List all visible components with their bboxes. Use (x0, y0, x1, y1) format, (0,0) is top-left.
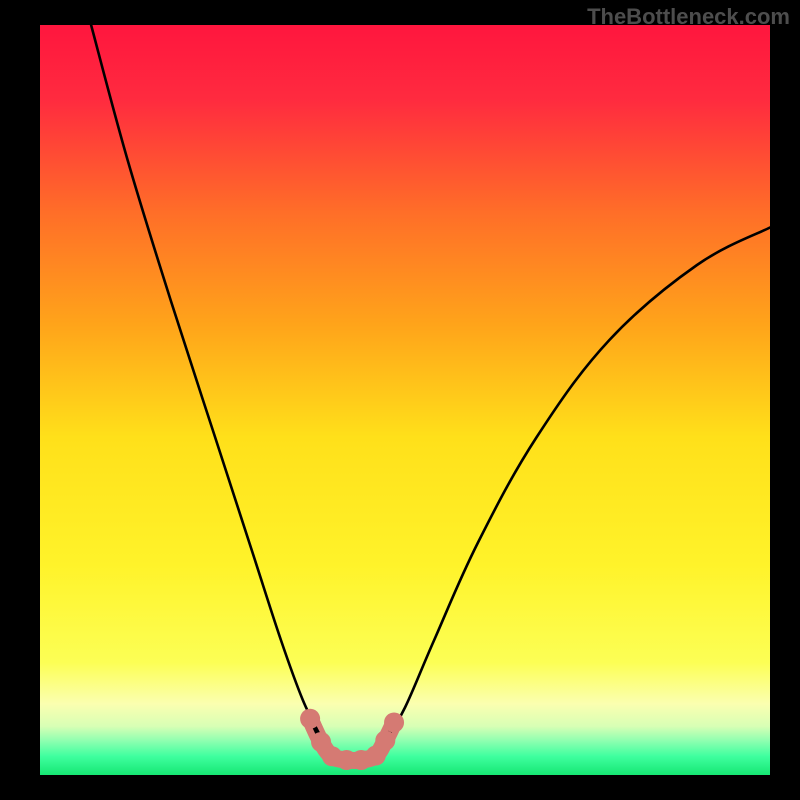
bottleneck-curve-chart (0, 0, 800, 800)
data-marker (375, 731, 395, 751)
chart-stage: TheBottleneck.com (0, 0, 800, 800)
plot-background (40, 25, 770, 775)
data-marker (384, 713, 404, 733)
data-marker (300, 709, 320, 729)
watermark-text: TheBottleneck.com (587, 4, 790, 30)
